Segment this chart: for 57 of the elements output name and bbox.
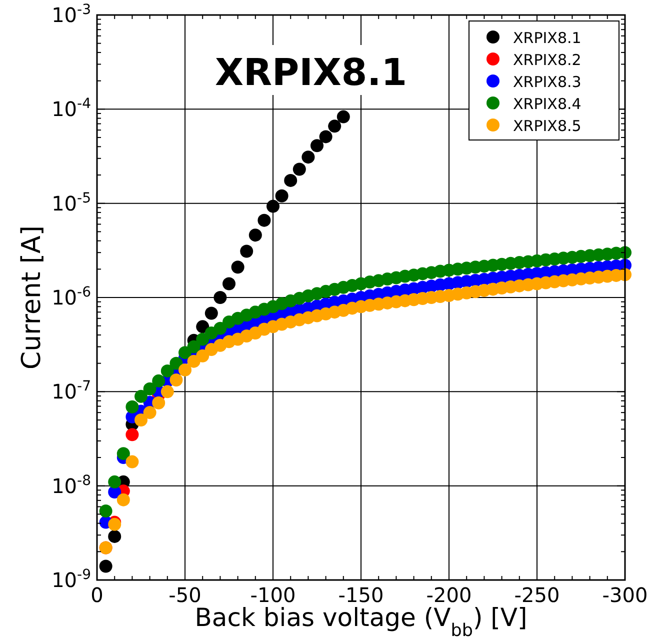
legend-label: XRPIX8.2 xyxy=(513,51,582,69)
point xyxy=(116,493,130,506)
point xyxy=(275,189,288,202)
legend-label: XRPIX8.4 xyxy=(513,95,582,113)
text: XRPIX8.1 xyxy=(215,51,407,94)
point xyxy=(170,356,183,370)
point xyxy=(214,322,227,335)
legend-label: XRPIX8.5 xyxy=(513,117,582,135)
point xyxy=(108,475,122,488)
point xyxy=(214,291,227,304)
point xyxy=(134,390,148,403)
y-tick-label: 10$^{-7}$ xyxy=(52,378,91,404)
point xyxy=(222,277,236,290)
point xyxy=(196,320,210,334)
point xyxy=(178,363,192,376)
point xyxy=(170,374,183,387)
point xyxy=(143,406,156,420)
y-tick-label: 10$^{-4}$ xyxy=(52,96,92,122)
point xyxy=(126,455,139,468)
point xyxy=(160,364,174,378)
point xyxy=(143,382,156,396)
y-axis-title: Current [A] xyxy=(17,226,47,370)
point xyxy=(240,244,254,258)
legend-label: XRPIX8.3 xyxy=(513,73,582,91)
point xyxy=(160,385,174,398)
y-tick-label: 10$^{-6}$ xyxy=(52,284,92,310)
point xyxy=(134,414,148,427)
x-tick-label: -300 xyxy=(602,583,648,607)
point xyxy=(328,120,342,133)
y-tick-label: 10$^{-5}$ xyxy=(52,190,91,216)
point xyxy=(152,374,166,388)
x-tick-label: 0 xyxy=(90,583,104,607)
y-tick-label: 10$^{-8}$ xyxy=(52,472,91,498)
y-tick-label: 10$^{-9}$ xyxy=(52,567,91,592)
point xyxy=(126,428,139,442)
point xyxy=(187,340,200,354)
point xyxy=(204,306,218,320)
point xyxy=(196,349,210,362)
y-tick-label: 10$^{-3}$ xyxy=(52,2,91,27)
point xyxy=(258,214,271,227)
point xyxy=(266,200,280,213)
point xyxy=(99,504,112,518)
point xyxy=(99,560,112,573)
point xyxy=(336,110,350,124)
point xyxy=(196,332,210,346)
point xyxy=(152,396,166,410)
point xyxy=(126,400,139,414)
point xyxy=(302,150,315,164)
legend-label: XRPIX8.1 xyxy=(513,29,582,47)
point xyxy=(108,530,122,543)
point xyxy=(284,174,298,187)
point xyxy=(248,228,262,242)
point xyxy=(292,162,306,176)
point xyxy=(116,447,130,460)
point xyxy=(231,260,244,274)
point xyxy=(319,130,332,144)
point xyxy=(310,139,324,152)
